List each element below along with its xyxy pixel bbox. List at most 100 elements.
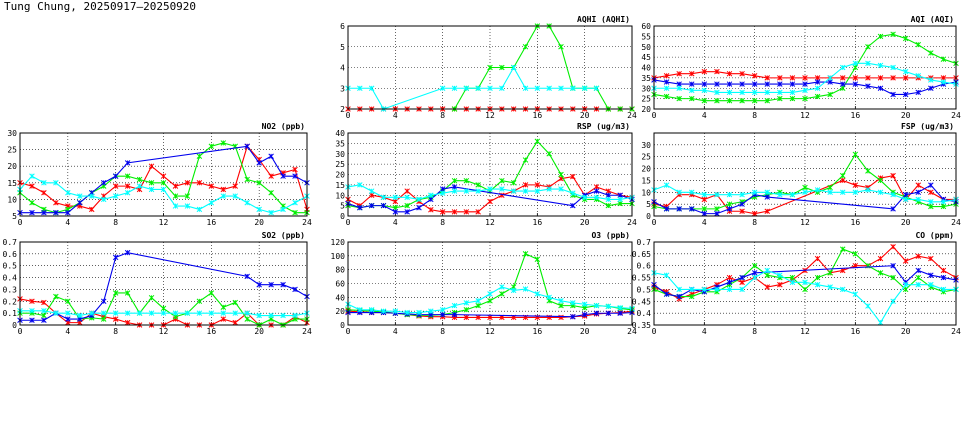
data-point: [688, 81, 695, 87]
data-point: [463, 209, 470, 215]
data-point: [890, 206, 896, 212]
data-point: [439, 209, 446, 215]
data-point: [451, 184, 458, 190]
y-tick-label: 30: [641, 141, 651, 150]
data-point: [915, 281, 922, 288]
data-point: [676, 81, 682, 87]
chart-title: AQI (AQI): [911, 15, 954, 24]
data-point: [256, 281, 262, 288]
data-point: [148, 163, 155, 169]
data-point: [802, 286, 808, 293]
y-tick-label: 10: [641, 188, 651, 197]
data-point: [902, 196, 909, 203]
data-point: [546, 85, 552, 92]
data-point: [534, 182, 541, 188]
data-point: [915, 73, 922, 79]
data-point: [915, 196, 922, 203]
data-point: [877, 177, 884, 184]
data-point: [280, 312, 286, 319]
data-point: [764, 89, 771, 96]
data-point: [439, 85, 446, 92]
data-point: [676, 85, 682, 92]
data-point: [701, 68, 708, 75]
data-point: [940, 203, 947, 210]
data-point: [428, 207, 434, 213]
data-point: [617, 304, 623, 311]
data-point: [777, 81, 783, 87]
data-point: [558, 43, 564, 50]
data-point: [428, 192, 434, 199]
data-point: [100, 316, 107, 322]
data-point: [208, 310, 215, 316]
data-point: [570, 300, 576, 306]
data-point: [617, 196, 623, 203]
data-point: [865, 60, 871, 67]
data-point: [41, 180, 47, 186]
data-point: [714, 68, 720, 75]
data-point: [852, 151, 859, 158]
series-line: [653, 184, 957, 215]
data-point: [416, 309, 422, 316]
data-point: [902, 35, 909, 42]
data-point: [663, 73, 670, 79]
x-tick-label: 0: [18, 218, 23, 227]
data-point: [751, 189, 758, 196]
data-point: [827, 189, 833, 196]
data-point: [439, 186, 446, 192]
data-point: [852, 182, 859, 188]
data-point: [124, 190, 131, 196]
data-point: [41, 317, 47, 324]
data-point: [726, 70, 733, 77]
data-point: [839, 246, 846, 252]
data-point: [558, 314, 564, 321]
data-point: [617, 192, 623, 199]
data-point: [439, 307, 446, 313]
x-tick-label: 24: [627, 111, 637, 120]
data-point: [777, 75, 783, 81]
data-point: [701, 206, 708, 212]
data-point: [688, 206, 695, 212]
data-point: [777, 191, 783, 198]
data-point: [617, 310, 623, 316]
data-point: [100, 180, 107, 186]
data-point: [852, 81, 859, 87]
data-point: [136, 310, 143, 316]
data-point: [546, 186, 552, 192]
data-point: [510, 64, 517, 71]
data-point: [789, 89, 796, 96]
data-point: [593, 194, 600, 201]
y-tick-label: 100: [331, 252, 346, 261]
data-point: [124, 319, 131, 326]
data-point: [29, 183, 35, 189]
data-point: [789, 274, 796, 281]
data-point: [839, 177, 846, 184]
x-tick-label: 20: [580, 218, 590, 227]
y-tick-label: 0: [340, 321, 345, 330]
data-point: [534, 85, 541, 92]
y-tick-label: 20: [335, 171, 345, 180]
data-point: [877, 62, 884, 69]
data-point: [546, 294, 552, 301]
x-tick-label: 24: [627, 218, 637, 227]
data-point: [751, 81, 758, 87]
data-point: [739, 89, 745, 96]
data-point: [940, 274, 947, 281]
x-tick-label: 12: [800, 327, 810, 336]
data-point: [877, 33, 884, 40]
y-tick-label: 35: [641, 74, 651, 83]
data-point: [160, 173, 167, 179]
data-point: [160, 305, 167, 312]
x-tick-label: 12: [800, 111, 810, 120]
y-tick-label: 15: [7, 179, 17, 188]
data-point: [890, 191, 896, 198]
data-point: [124, 249, 131, 256]
data-point: [714, 286, 720, 293]
data-point: [404, 209, 410, 215]
data-point: [940, 199, 947, 205]
data-point: [940, 267, 947, 274]
data-point: [865, 187, 871, 193]
data-point: [112, 310, 119, 316]
y-tick-label: 120: [331, 238, 346, 247]
